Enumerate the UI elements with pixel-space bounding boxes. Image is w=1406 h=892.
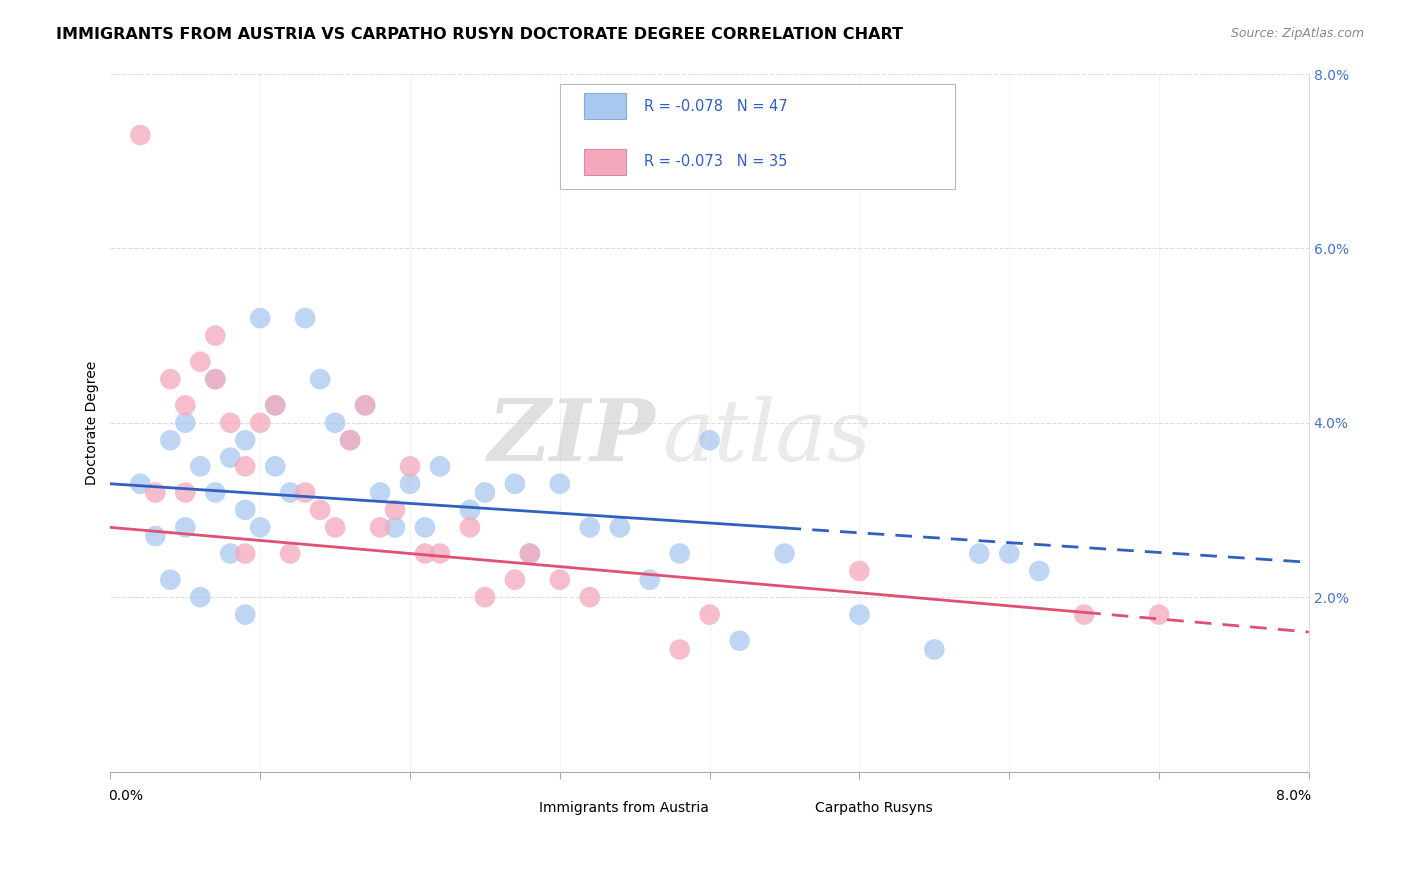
Point xyxy=(249,520,271,534)
Point xyxy=(1073,607,1095,622)
Point xyxy=(309,503,332,517)
Point xyxy=(233,459,256,474)
Point xyxy=(429,547,451,561)
FancyBboxPatch shape xyxy=(560,85,955,189)
Point xyxy=(638,573,661,587)
Point xyxy=(323,520,346,534)
Point xyxy=(578,590,600,604)
Point xyxy=(699,607,721,622)
Point xyxy=(204,372,226,386)
Point xyxy=(728,633,751,648)
Point xyxy=(278,485,301,500)
Text: R = -0.078   N = 47: R = -0.078 N = 47 xyxy=(644,99,787,113)
Point xyxy=(548,476,571,491)
Text: 8.0%: 8.0% xyxy=(1277,789,1312,803)
Point xyxy=(503,573,526,587)
Point xyxy=(278,547,301,561)
Point xyxy=(1028,564,1050,578)
Point xyxy=(848,607,870,622)
Point xyxy=(609,520,631,534)
Point xyxy=(399,459,422,474)
Point xyxy=(233,547,256,561)
Point xyxy=(503,476,526,491)
Point xyxy=(174,416,197,430)
Bar xyxy=(583,93,626,120)
Point xyxy=(233,607,256,622)
Bar xyxy=(782,799,808,817)
Point xyxy=(294,485,316,500)
Point xyxy=(354,398,377,412)
Point xyxy=(249,416,271,430)
Point xyxy=(159,433,181,447)
Point xyxy=(174,398,197,412)
Point xyxy=(848,564,870,578)
Point xyxy=(413,547,436,561)
Point xyxy=(548,573,571,587)
Point xyxy=(458,503,481,517)
Point xyxy=(264,398,287,412)
Point xyxy=(368,520,391,534)
Point xyxy=(233,503,256,517)
Point xyxy=(773,547,796,561)
Y-axis label: Doctorate Degree: Doctorate Degree xyxy=(86,360,100,485)
Point xyxy=(339,433,361,447)
Text: Source: ZipAtlas.com: Source: ZipAtlas.com xyxy=(1230,27,1364,40)
Point xyxy=(219,450,242,465)
Point xyxy=(143,485,166,500)
Point xyxy=(264,459,287,474)
Point xyxy=(474,485,496,500)
Point xyxy=(519,547,541,561)
Point xyxy=(578,520,600,534)
Point xyxy=(159,573,181,587)
Point xyxy=(1147,607,1170,622)
Point xyxy=(159,372,181,386)
Text: R = -0.073   N = 35: R = -0.073 N = 35 xyxy=(644,154,787,169)
Point xyxy=(264,398,287,412)
Point xyxy=(323,416,346,430)
Point xyxy=(519,547,541,561)
Point xyxy=(129,476,152,491)
Point xyxy=(924,642,946,657)
Point xyxy=(204,372,226,386)
Point xyxy=(233,433,256,447)
Point xyxy=(399,476,422,491)
Point xyxy=(129,128,152,142)
Point xyxy=(354,398,377,412)
Point xyxy=(249,311,271,326)
Point xyxy=(668,642,690,657)
Point xyxy=(458,520,481,534)
Point xyxy=(294,311,316,326)
Text: ZIP: ZIP xyxy=(488,395,655,478)
Point xyxy=(188,590,211,604)
Point xyxy=(967,547,990,561)
Point xyxy=(384,503,406,517)
Text: 0.0%: 0.0% xyxy=(108,789,143,803)
Point xyxy=(188,355,211,369)
Point xyxy=(668,547,690,561)
Bar xyxy=(583,149,626,175)
Text: IMMIGRANTS FROM AUSTRIA VS CARPATHO RUSYN DOCTORATE DEGREE CORRELATION CHART: IMMIGRANTS FROM AUSTRIA VS CARPATHO RUSY… xyxy=(56,27,903,42)
Point xyxy=(309,372,332,386)
Text: Carpatho Rusyns: Carpatho Rusyns xyxy=(815,801,932,815)
Bar xyxy=(506,799,533,817)
Point xyxy=(339,433,361,447)
Point xyxy=(474,590,496,604)
Point xyxy=(413,520,436,534)
Point xyxy=(204,328,226,343)
Point xyxy=(204,485,226,500)
Text: Immigrants from Austria: Immigrants from Austria xyxy=(540,801,709,815)
Point xyxy=(219,547,242,561)
Point xyxy=(174,485,197,500)
Point xyxy=(429,459,451,474)
Point xyxy=(143,529,166,543)
Point xyxy=(699,433,721,447)
Point xyxy=(188,459,211,474)
Text: atlas: atlas xyxy=(662,395,870,478)
Point xyxy=(384,520,406,534)
Point xyxy=(368,485,391,500)
Point xyxy=(174,520,197,534)
Point xyxy=(998,547,1021,561)
Point xyxy=(219,416,242,430)
